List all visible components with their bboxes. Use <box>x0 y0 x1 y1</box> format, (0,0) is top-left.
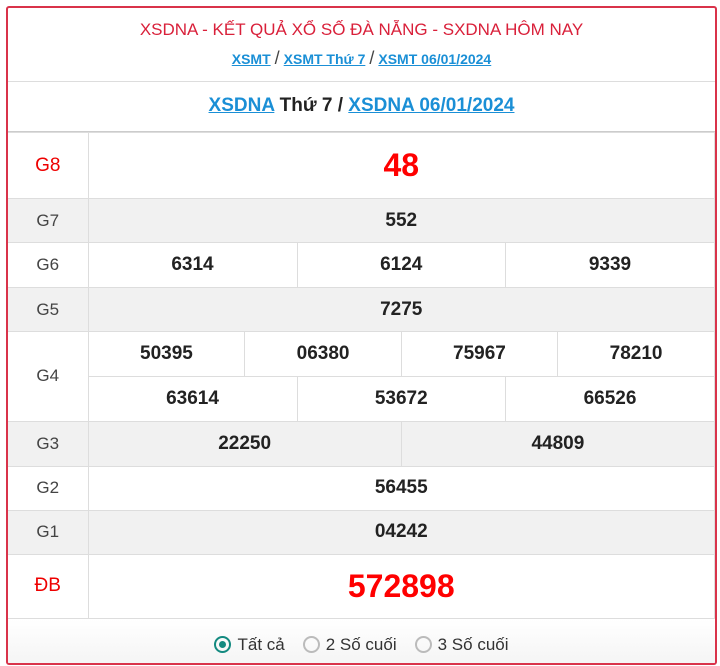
filter-label: Tất cả <box>237 634 285 654</box>
breadcrumb-xsmt[interactable]: XSMT <box>231 51 271 67</box>
breadcrumb-xsmt-thu7[interactable]: XSMT Thứ 7 <box>283 51 366 67</box>
prize-number: 04242 <box>87 509 715 555</box>
prize-number: 75967 <box>400 332 559 376</box>
breadcrumb-xsmt-date[interactable]: XSMT 06/01/2024 <box>378 51 492 67</box>
results-table: G8 48 G7 552 G6 6314 6124 9339 G5 7275 G4 5039… <box>8 132 715 619</box>
breadcrumb: XSMT / XSMT Thứ 7/XSMT 06/01/2024 <box>8 48 715 69</box>
filter-last-2[interactable]: 2 Số cuối <box>302 634 397 655</box>
prize-label: G2 <box>8 465 89 511</box>
prize-label: ĐB <box>8 553 89 619</box>
prize-number: 6314 <box>88 243 298 287</box>
prize-number: 53672 <box>296 376 506 421</box>
filter-label: 2 Số cuối <box>325 634 397 654</box>
prize-label: G6 <box>8 242 89 288</box>
prize-row-g3: G3 22250 44809 <box>8 420 715 467</box>
separator: / <box>369 48 375 68</box>
prize-row-g4: G4 50395 06380 75967 78210 63614 53672 66526 <box>8 331 715 422</box>
prize-label: G1 <box>8 509 89 555</box>
header: XSDNA - KẾT QUẢ XỔ SỐ ĐÀ NẴNG - SXDNA HÔ… <box>8 8 715 82</box>
prize-number: 06380 <box>244 332 402 376</box>
radio-icon[interactable] <box>414 636 432 653</box>
prize-row-g7: G7 552 <box>8 198 715 243</box>
prize-label: G5 <box>8 287 89 332</box>
prize-row-db: ĐB 572898 <box>8 553 715 619</box>
heading-text: Thứ 7 / <box>279 95 343 116</box>
prize-number: 56455 <box>87 465 715 511</box>
radio-checked-icon[interactable] <box>214 636 232 653</box>
prize-label: G3 <box>8 420 89 467</box>
prize-label: G8 <box>8 132 89 199</box>
special-prize-number: 572898 <box>87 553 715 619</box>
radio-icon[interactable] <box>302 636 320 653</box>
prize-number: 9339 <box>505 243 714 287</box>
prize-number: 66526 <box>505 376 714 421</box>
prize-row-g2: G2 56455 <box>8 465 715 511</box>
prize-number: 22250 <box>88 421 402 466</box>
prize-number: 78210 <box>557 332 714 376</box>
digit-filter: Tất cả 2 Số cuối 3 Số cuối <box>8 618 715 663</box>
prize-number: 48 <box>87 132 715 199</box>
prize-row-g5: G5 7275 <box>8 287 715 332</box>
prize-label: G4 <box>8 331 89 422</box>
prize-row-g8: G8 48 <box>8 132 715 199</box>
prize-number: 552 <box>87 198 715 243</box>
page-title: XSDNA - KẾT QUẢ XỔ SỐ ĐÀ NẴNG - SXDNA HÔ… <box>139 20 584 39</box>
xsdna-link[interactable]: XSDNA <box>208 95 275 116</box>
prize-number: 44809 <box>400 421 714 466</box>
separator: / <box>274 48 280 68</box>
prize-row-g6: G6 6314 6124 9339 <box>8 242 715 288</box>
prize-label: G7 <box>8 198 89 243</box>
prize-number: 6124 <box>296 243 506 287</box>
filter-last-3[interactable]: 3 Số cuối <box>414 634 509 655</box>
results-panel: XSDNA - KẾT QUẢ XỔ SỐ ĐÀ NẴNG - SXDNA HÔ… <box>6 6 717 665</box>
prize-number: 63614 <box>88 376 298 421</box>
xsdna-date-link[interactable]: XSDNA 06/01/2024 <box>348 95 515 116</box>
results-heading: XSDNA Thứ 7 / XSDNA 06/01/2024 <box>8 82 715 132</box>
prize-number: 50395 <box>88 332 246 376</box>
filter-label: 3 Số cuối <box>437 634 509 654</box>
filter-all[interactable]: Tất cả <box>214 634 285 655</box>
prize-row-g1: G1 04242 <box>8 509 715 555</box>
prize-number: 7275 <box>87 287 715 332</box>
